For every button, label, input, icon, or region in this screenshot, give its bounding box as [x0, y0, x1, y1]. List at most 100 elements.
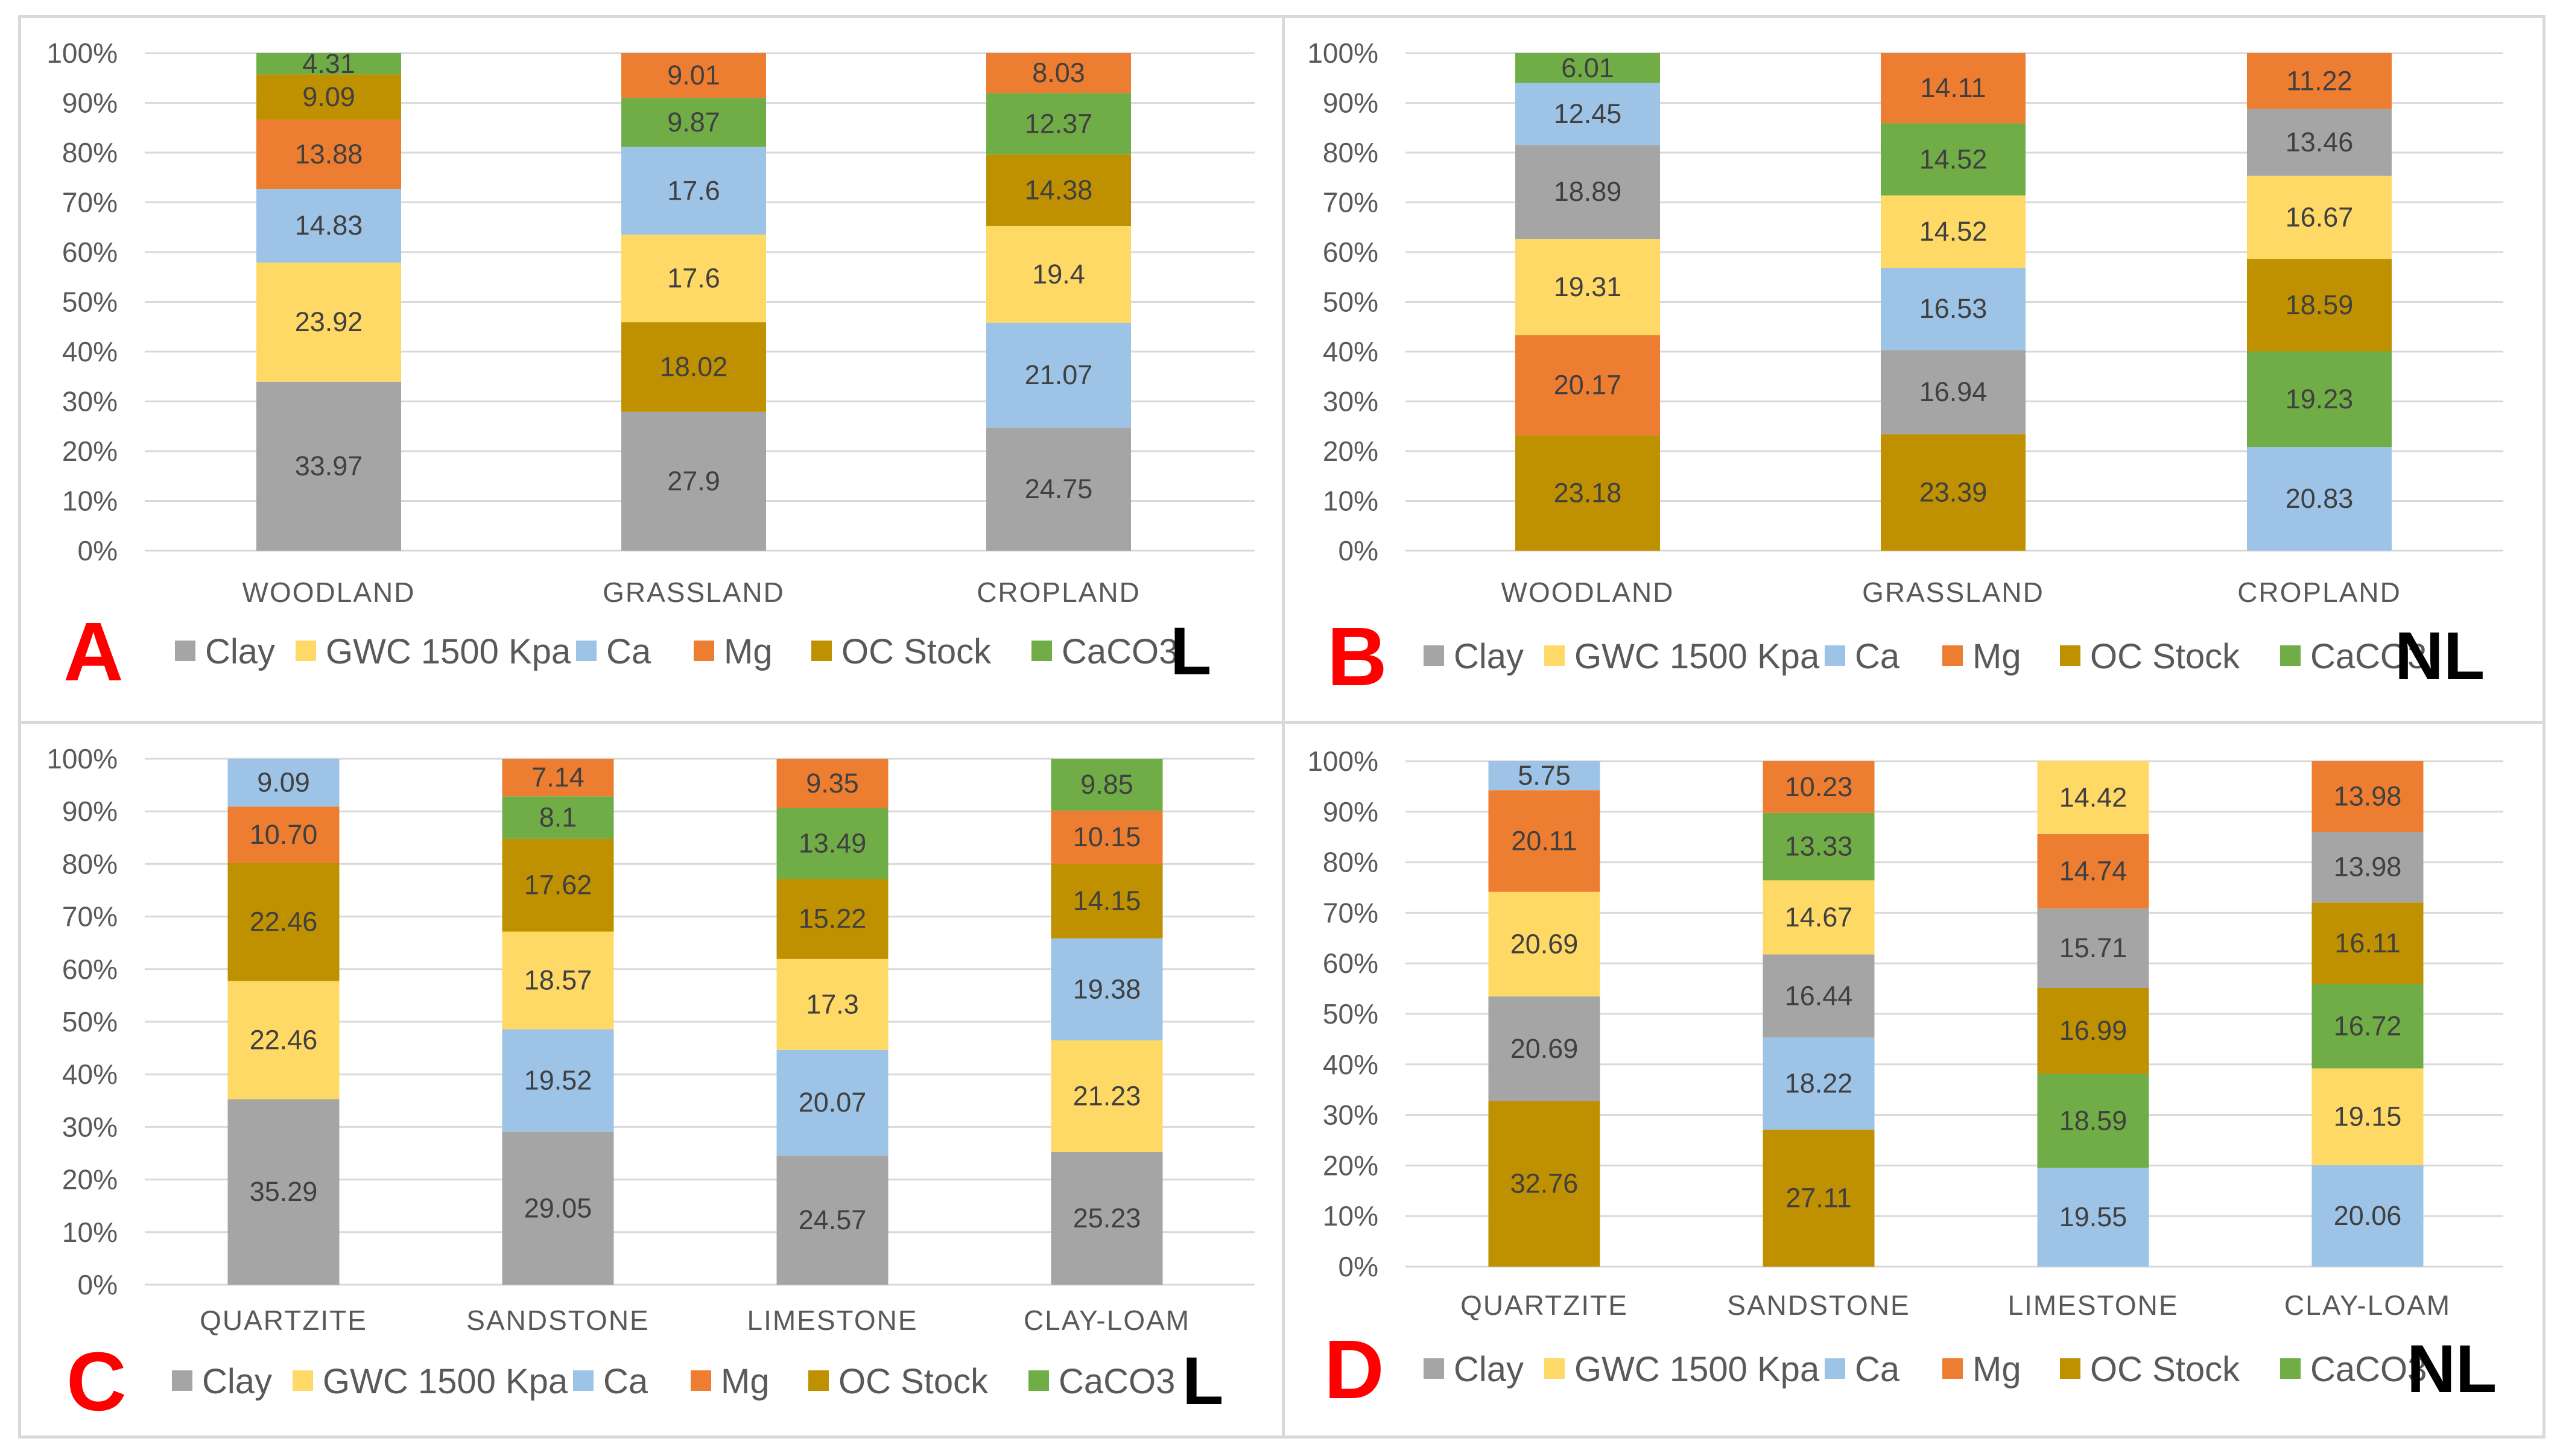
panel-c-data-label: 7.14 [531, 762, 585, 793]
panel-b-y-tick-label: 50% [1323, 286, 1378, 318]
panel-d-y-tick-label: 60% [1323, 948, 1378, 979]
panel-a-bar-segment [621, 411, 766, 551]
panel-c-legend-swatch [691, 1370, 711, 1391]
panel-b-bar-segment [1881, 195, 2026, 268]
panel-d-bar-segment [1763, 761, 1875, 813]
panel-c-bar-segment [502, 838, 614, 932]
panel-c-data-label: 9.85 [1080, 769, 1133, 800]
panel-d-data-label: 16.99 [2059, 1015, 2127, 1046]
panel-c-category-label: SANDSTONE [466, 1305, 649, 1336]
panel-b-y-tick-label: 90% [1323, 87, 1378, 119]
panel-d-data-label: 13.33 [1785, 831, 1853, 862]
panel-a-category-label: WOODLAND [242, 577, 416, 608]
panel-a-y-tick-label: 100% [46, 37, 118, 69]
panel-b-legend-swatch [1424, 645, 1444, 666]
panel-c-legend-label: Clay [202, 1362, 272, 1401]
panel-c-data-label: 20.07 [799, 1087, 867, 1118]
panel-a-y-tick-label: 90% [62, 87, 118, 119]
panel-d-data-label: 20.11 [1511, 825, 1577, 856]
panel-d-data-label: 13.98 [2334, 852, 2402, 882]
panel-d-legend-label: GWC 1500 Kpa [1574, 1350, 1820, 1389]
panel-d-bar-segment [1488, 1101, 1600, 1267]
panel-d-bar-segment [2037, 834, 2149, 909]
panel-a-data-label: 33.97 [295, 451, 363, 481]
panel-c-data-label: 9.35 [806, 768, 859, 799]
panel-b-data-label: 20.83 [2286, 483, 2354, 514]
panel-a-legend-swatch [694, 641, 714, 661]
panel-a-data-label: 12.37 [1025, 108, 1093, 139]
panel-d-bar-segment [2037, 1074, 2149, 1168]
panel-b-letter: B [1327, 610, 1387, 703]
panel-d-legend-label: CaCO3 [2310, 1350, 2427, 1389]
panel-a-category-label: GRASSLAND [603, 577, 785, 608]
panel-a-bar-segment [986, 154, 1131, 226]
panel-d-legend-label: Clay [1454, 1350, 1524, 1389]
panel-b-data-label: 18.59 [2286, 290, 2354, 320]
panel-c-data-label: 14.15 [1073, 885, 1141, 916]
panel-c-category-label: QUARTZITE [200, 1305, 367, 1336]
panel-a-data-label: 17.6 [667, 263, 720, 294]
panel-d-bar-segment [1763, 812, 1875, 881]
panel-a-data-label: 18.02 [660, 351, 728, 382]
panel-d-bar-segment [1763, 880, 1875, 955]
panel-a-bar-segment [986, 427, 1131, 551]
panel-c-data-label: 9.09 [257, 767, 310, 798]
panel-a-bar-segment [256, 119, 401, 189]
panel-b-y-tick-label: 80% [1323, 137, 1378, 168]
panel-b-data-label: 19.31 [1554, 271, 1622, 302]
panel-a-data-label: 8.03 [1032, 57, 1085, 88]
panel-d-data-label: 14.74 [2059, 856, 2127, 887]
panel-c-legend-label: GWC 1500 Kpa [323, 1362, 568, 1401]
panel-c-legend-swatch [573, 1370, 594, 1391]
panel-d-category-label: SANDSTONE [1727, 1290, 1910, 1321]
panel-d-legend-swatch [1825, 1358, 1845, 1379]
panel-c-bar-segment [776, 808, 889, 879]
panel-c-data-label: 21.23 [1073, 1080, 1141, 1111]
panel-d-data-label: 19.15 [2334, 1101, 2402, 1132]
panel-d-bar-segment [1488, 891, 1600, 997]
panel-a-legend-swatch [1031, 641, 1052, 661]
panel-b-data-label: 18.89 [1554, 176, 1622, 207]
panel-c-data-label: 17.3 [806, 989, 859, 1019]
panel-a-legend-label: OC Stock [841, 632, 992, 671]
panel-b-bar-segment [1881, 267, 2026, 350]
panel-b-data-label: 14.52 [1919, 216, 1988, 247]
panel-c-data-label: 29.05 [524, 1192, 592, 1223]
panel-d-y-tick-label: 50% [1323, 998, 1378, 1030]
panel-c-y-tick-label: 30% [62, 1111, 118, 1142]
panel-b-data-label: 12.45 [1554, 98, 1622, 129]
panel-c-bar-segment [502, 931, 614, 1030]
panel-c-y-tick-label: 60% [62, 954, 118, 985]
panel-a-y-tick-label: 60% [62, 236, 118, 268]
panel-c-bar-segment [776, 958, 889, 1050]
panel-c-bar-segment [776, 879, 889, 959]
panel-d-y-tick-label: 0% [1339, 1251, 1378, 1282]
panel-b-y-tick-label: 10% [1323, 486, 1378, 517]
panel-d-legend-label: Ca [1855, 1350, 1900, 1389]
panel-d-y-tick-label: 30% [1323, 1100, 1378, 1131]
panel-d-data-label: 20.69 [1510, 1033, 1579, 1064]
panel-d-y-tick-label: 10% [1323, 1200, 1378, 1232]
panel-b-bar-segment [2247, 176, 2392, 259]
panel-d-bar-segment [2311, 761, 2424, 832]
panel-d-bar-segment [1763, 1037, 1875, 1130]
panel-c-bar-segment [227, 759, 340, 807]
panel-b-category-label: CROPLAND [2237, 577, 2401, 608]
panel-d-y-tick-label: 100% [1307, 745, 1378, 777]
panel-d-category-label: LIMESTONE [2008, 1290, 2179, 1321]
panel-d-legend-label: OC Stock [2090, 1350, 2240, 1389]
panel-a-data-label: 13.88 [295, 139, 363, 169]
panel-a-legend-label: Ca [606, 632, 651, 671]
panel-a-legend-label: Mg [724, 632, 773, 671]
panel-d-category-label: CLAY-LOAM [2284, 1290, 2451, 1321]
panel-b-bar-segment [2247, 53, 2392, 109]
panel-d-bar-segment [2037, 1168, 2149, 1267]
panel-c-legend-label: CaCO3 [1059, 1362, 1175, 1401]
panel-a-y-tick-label: 70% [62, 187, 118, 218]
panel-a-data-label: 17.6 [667, 175, 720, 206]
panel-b-data-label: 14.11 [1920, 72, 1986, 103]
panel-a-data-label: 27.9 [667, 466, 720, 496]
panel-c-bar-segment [502, 796, 614, 839]
panel-c-bar-segment [776, 759, 889, 808]
panel-b-y-tick-label: 70% [1323, 187, 1378, 218]
